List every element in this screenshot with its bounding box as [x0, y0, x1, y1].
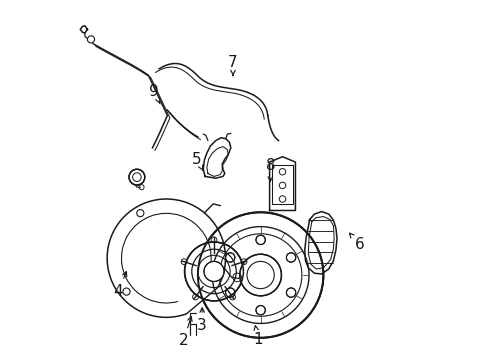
Text: 7: 7: [228, 55, 237, 76]
Circle shape: [225, 288, 234, 297]
Text: 4: 4: [113, 272, 126, 299]
Circle shape: [184, 242, 243, 301]
Circle shape: [239, 254, 281, 296]
Text: 8: 8: [265, 158, 275, 181]
Circle shape: [286, 288, 295, 297]
Circle shape: [225, 253, 234, 262]
Text: 6: 6: [349, 233, 364, 252]
Text: 1: 1: [253, 326, 263, 347]
Circle shape: [255, 306, 265, 315]
Text: 3: 3: [197, 308, 206, 333]
Circle shape: [255, 235, 265, 244]
Circle shape: [203, 261, 224, 282]
Circle shape: [198, 212, 323, 338]
Text: 5: 5: [192, 152, 203, 170]
Circle shape: [129, 169, 144, 185]
Text: 9: 9: [149, 84, 160, 104]
Text: 2: 2: [178, 316, 192, 348]
Circle shape: [286, 253, 295, 262]
